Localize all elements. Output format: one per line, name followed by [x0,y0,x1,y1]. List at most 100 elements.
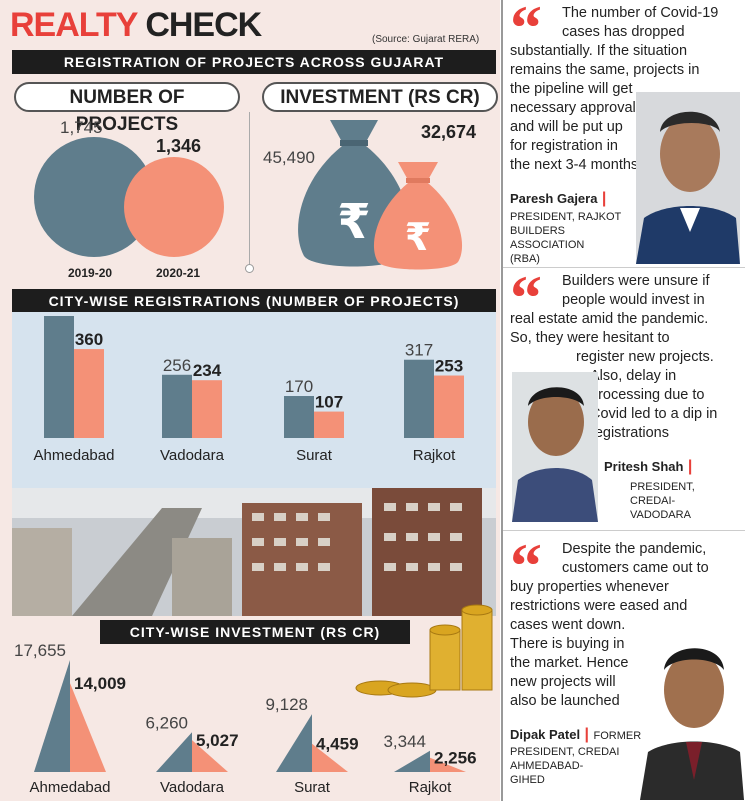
inv-category-rajkot: Rajkot [409,779,452,796]
person-1-photo [636,92,740,264]
projects-2019-circle [34,137,154,257]
bar-2020-surat [314,411,344,438]
quote-3-author: Dipak Patel [510,727,581,742]
quote-3-line: restrictions were eased and [510,598,688,614]
title-line: PRESIDENT, CREDAI- [630,481,695,507]
category-rajkot: Rajkot [413,447,456,464]
quote-1-line: necessary approvals [510,100,643,116]
quote-1-text: The number of Covid-19 cases has dropped… [510,4,742,175]
triangle-2019-vadodara [156,732,192,772]
bar-2019-vadodara [162,374,192,438]
title-line: VADODARA [630,509,691,521]
label-2019-surat: 170 [285,377,313,396]
triangle-2019-rajkot [394,750,430,772]
quote-3-suffix: FORMER [593,730,642,742]
label-2019-ahmedabad: 494 [45,312,73,316]
title-part-2: CHECK [145,6,262,44]
divider-dot [245,264,254,273]
person-2-photo [512,372,598,522]
inv-label-2020-rajkot: 2,256 [434,749,477,768]
year-2019-label: 2019-20 [68,266,113,280]
label-2019-rajkot: 317 [405,341,433,360]
quote-2-line: processing due to [590,387,705,403]
title-line: PRESIDENT, CREDAI [510,746,620,758]
inv-label-2019-surat: 9,128 [265,695,308,714]
category-surat: Surat [296,447,333,464]
person-3-photo [640,630,744,800]
label-2020-vadodara: 234 [193,361,222,380]
quote-separator [503,530,745,531]
quotes-divider [501,0,503,801]
inv-category-ahmedabad: Ahmedabad [30,779,111,796]
column-divider [249,112,250,266]
inv-category-surat: Surat [294,779,331,796]
rupee-icon-2020: ₹ [405,215,431,259]
quote-separator [503,267,745,268]
quote-1-line: substantially. If the situation [510,43,688,59]
quote-1-line: the next 3-4 months [510,157,639,173]
quote-1-line: remains the same, projects in [510,62,700,78]
quote-2-line: registrations [590,425,669,441]
money-bag-2020-icon [373,162,463,270]
quote-3-line: customers came out to [562,560,709,576]
inv-category-vadodara: Vadodara [160,779,225,796]
page-title: REALTY CHECK [10,6,262,45]
bar-2020-vadodara [192,380,222,438]
quote-2-line: Also, delay in [590,368,677,384]
city-investment-chart: 17,655 14,009 Ahmedabad 6,260 5,027 Vadodara 9… [14,644,477,796]
projects-2020-circle [124,157,224,257]
title-part-1: REALTY [10,6,138,44]
investment-heading: INVESTMENT (RS CR) [262,82,498,112]
bar-2019-surat [284,396,314,438]
quote-2-line: So, they were hesitant to [510,330,670,346]
quote-1-line: The number of Covid-19 [562,5,719,21]
title-line: (RBA) [510,253,540,265]
bar-2019-ahmedabad [44,316,74,438]
category-ahmedabad: Ahmedabad [34,447,115,464]
inv-label-2020-vadodara: 5,027 [196,731,239,750]
city-investment-banner: CITY-WISE INVESTMENT (RS CR) [100,620,410,644]
quote-3-line: buy properties whenever [510,579,669,595]
projects-2020-value: 1,346 [156,136,202,156]
investment-2020-value: 32,674 [421,122,477,142]
projects-circle-chart [34,137,224,257]
title-line: PRESIDENT, RAJKOT [510,211,622,223]
quote-2-line: people would invest in [562,292,705,308]
registration-banner: REGISTRATION OF PROJECTS ACROSS GUJARAT [12,50,496,74]
bar-2020-rajkot [434,375,464,438]
person-2-name: Pritesh Shah | [604,458,692,476]
quote-3-text: Despite the pandemic, customers came out… [510,540,742,711]
quote-2-author: Pritesh Shah [604,459,684,474]
triangle-2019-surat [276,714,312,772]
quote-2-text: Builders were unsure if people would inv… [510,272,742,443]
label-2020-ahmedabad: 360 [75,330,103,349]
label-2020-rajkot: 253 [435,357,463,376]
quote-mark-icon: “ [510,530,542,601]
city-registrations-banner: CITY-WISE REGISTRATIONS (NUMBER OF PROJE… [12,289,496,313]
inv-label-2020-surat: 4,459 [316,735,359,754]
quote-3-line: also be launched [510,693,620,709]
triangle-2020-ahmedabad [70,683,106,772]
investment-2019-value: 45,490 [263,148,315,167]
title-line: GIHED [510,774,545,786]
person-3-name: Dipak Patel | FORMER [510,726,641,744]
category-vadodara: Vadodara [160,447,225,464]
quote-1-line: cases has dropped [562,24,685,40]
person-1-name: Paresh Gajera | [510,190,606,208]
quote-3-line: Despite the pandemic, [562,541,707,557]
person-2-title: PRESIDENT, CREDAI- VADODARA [630,480,742,522]
quote-3-line: cases went down. [510,617,626,633]
title-line: BUILDERS ASSOCIATION [510,225,585,251]
quote-1-line: the pipeline will get [510,81,633,97]
name-bar: | [687,458,693,475]
person-3-title: PRESIDENT, CREDAI AHMEDABAD- GIHED [510,745,640,787]
name-bar: | [584,726,590,743]
quote-3-line: There is buying in [510,636,625,652]
bar-2019-rajkot [404,359,434,438]
skyline-photo [12,488,496,616]
inv-label-2019-ahmedabad: 17,655 [14,644,66,660]
triangle-2019-ahmedabad [34,660,70,772]
inv-label-2019-rajkot: 3,344 [383,732,426,751]
quote-2-line: Covid led to a dip in [590,406,718,422]
